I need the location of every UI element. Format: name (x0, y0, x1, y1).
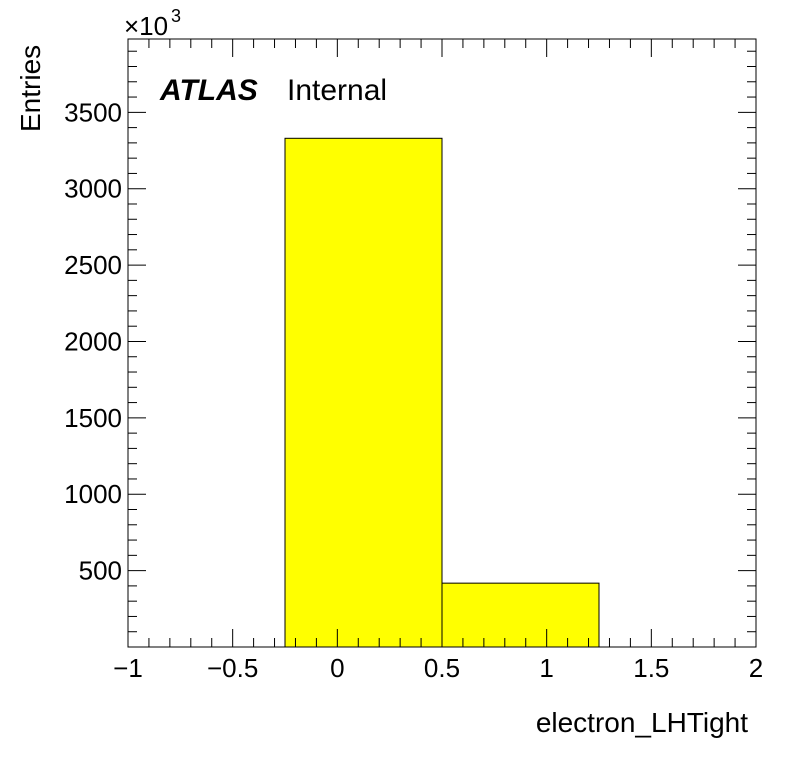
bars-group (284, 137, 600, 648)
y-tick-label: 1500 (64, 403, 122, 433)
x-tick-label: 1 (539, 653, 553, 683)
y-tick-label: 500 (79, 556, 122, 586)
x-tick-label: 1.5 (633, 653, 669, 683)
y-tick-label: 2500 (64, 250, 122, 280)
y-tick-labels: 500 1000 1500 2000 2500 3000 3500 (64, 97, 122, 585)
internal-label: Internal (287, 74, 387, 107)
y-scale-prefix: ×10 (124, 11, 168, 41)
x-tick-labels: −1 −0.5 0 0.5 1 1.5 2 (113, 653, 763, 683)
x-tick-label: 2 (749, 653, 763, 683)
y-scale-exponent: 3 (171, 6, 181, 26)
y-tick-label: 1000 (64, 479, 122, 509)
ticks-group (127, 39, 757, 647)
x-tick-label: 0.5 (424, 653, 460, 683)
atlas-label: ATLAS (159, 74, 258, 107)
x-tick-label: −1 (113, 653, 143, 683)
x-tick-label: 0 (330, 653, 344, 683)
x-tick-label: −0.5 (207, 653, 258, 683)
x-axis-title: electron_LHTight (536, 707, 748, 738)
y-tick-label: 3000 (64, 174, 122, 204)
y-axis-title: Entries (15, 45, 46, 132)
y-tick-label: 2000 (64, 326, 122, 356)
histogram-bar-1 (441, 582, 600, 648)
histogram-bar-0 (284, 137, 443, 648)
y-tick-label: 3500 (64, 97, 122, 127)
